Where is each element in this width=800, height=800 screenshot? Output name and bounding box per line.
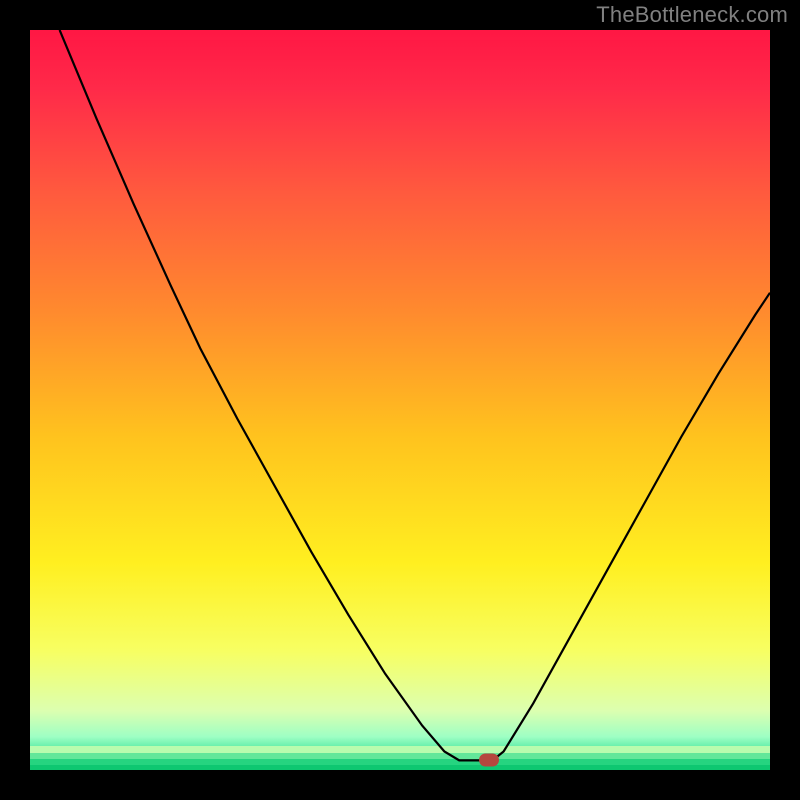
watermark-text: TheBottleneck.com: [596, 2, 788, 28]
bottleneck-curve: [60, 30, 770, 760]
chart-root: TheBottleneck.com: [0, 0, 800, 800]
optimum-marker: [479, 753, 499, 766]
curve-layer: [30, 30, 770, 770]
plot-area: [30, 30, 770, 770]
